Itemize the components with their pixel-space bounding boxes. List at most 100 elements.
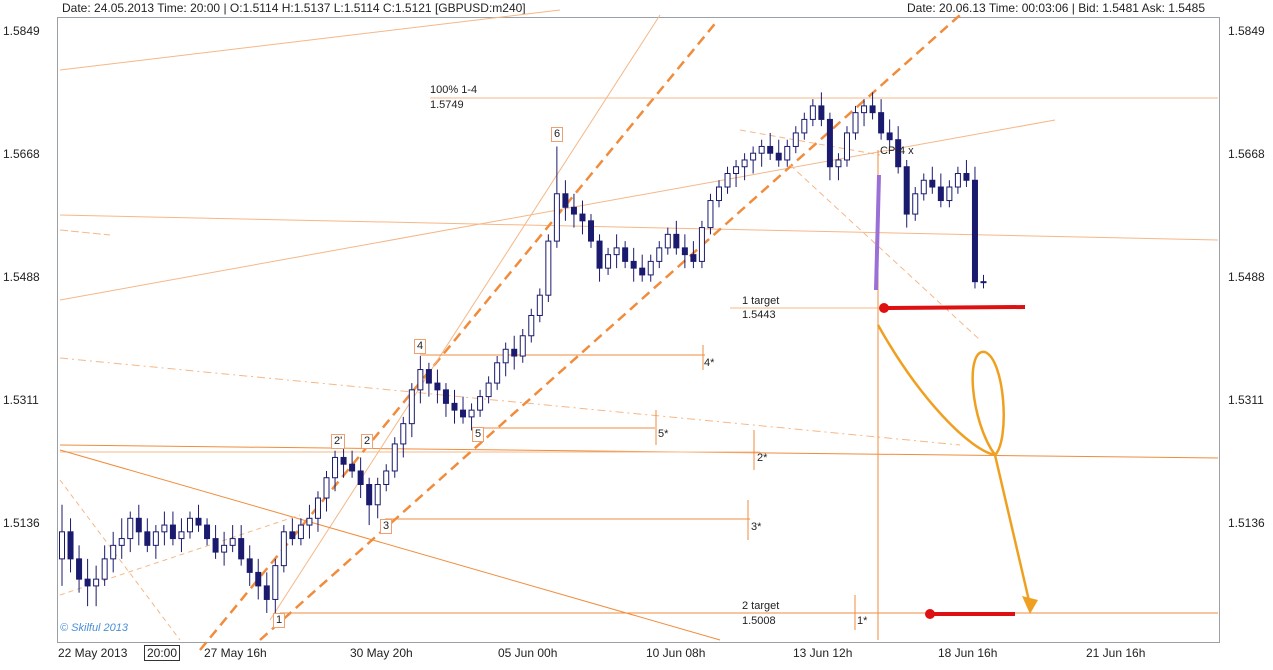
candle <box>357 457 364 499</box>
candle <box>391 437 398 478</box>
projection-2: 2* <box>757 452 768 464</box>
candle <box>536 288 543 323</box>
candle-body-bull <box>656 247 663 262</box>
candle-body-bull <box>314 497 321 519</box>
candle-body-bull <box>553 193 560 242</box>
candle <box>169 511 176 546</box>
ohlc-info: Date: 24.05.2013 Time: 20:00 | O:1.5114 … <box>62 1 526 15</box>
target2-dot <box>925 609 935 619</box>
candle-body-bull <box>664 233 671 249</box>
candle <box>118 518 125 559</box>
candle-body-bull <box>93 578 100 587</box>
x-label: 05 Jun 00h <box>498 646 558 660</box>
candle <box>366 477 373 526</box>
candle-body-bear <box>169 524 176 540</box>
candle-body-bull <box>161 524 168 533</box>
candle <box>724 166 731 194</box>
candle-body-bear <box>681 247 688 256</box>
candle-body-bear <box>903 166 910 215</box>
candle-body-bull <box>741 159 748 168</box>
candle-body-bull <box>272 565 279 600</box>
candle-body-bull <box>715 186 722 202</box>
wave-label-2b: 2 <box>361 434 374 449</box>
candle <box>186 511 193 539</box>
candle <box>212 525 219 559</box>
trend-line <box>259 14 961 641</box>
y-label-right: 1.5311 <box>1228 393 1264 407</box>
candle <box>818 92 825 127</box>
y-label-right: 1.5849 <box>1228 24 1265 38</box>
candle-body-bull <box>946 186 953 202</box>
candle <box>349 450 356 478</box>
candle-body-bull <box>835 159 842 168</box>
plot-area[interactable] <box>57 17 1220 643</box>
candle <box>332 450 339 492</box>
candle-body-bull <box>229 538 236 546</box>
candle <box>946 180 953 208</box>
candle-body-bull <box>758 145 765 154</box>
projection-3: 3* <box>751 521 762 533</box>
projection-5: 5* <box>658 428 669 440</box>
candle-body-bull <box>843 132 850 161</box>
candle-body-bear <box>238 538 245 560</box>
candle <box>835 153 842 181</box>
candle <box>425 362 432 397</box>
candle-body-bull <box>221 544 228 553</box>
candle <box>297 518 304 546</box>
wave-label-3: 3 <box>380 519 393 534</box>
candle-body-bull <box>485 382 492 398</box>
candle-body-bull <box>920 179 927 195</box>
candle <box>280 525 287 573</box>
candle <box>878 99 885 140</box>
candle <box>84 558 91 607</box>
candle <box>852 105 859 140</box>
candle <box>340 443 347 478</box>
candle-body-bull <box>59 531 65 560</box>
candle <box>792 126 799 154</box>
candle-body-bear <box>622 247 629 262</box>
candle-body-bear <box>895 139 902 168</box>
candle-body-bear <box>425 369 432 384</box>
candle <box>920 173 927 201</box>
candle <box>434 369 441 404</box>
candle-body-bull <box>784 145 791 161</box>
candle <box>451 389 458 424</box>
candle-body-bull <box>801 118 808 134</box>
candle <box>263 572 270 613</box>
candle <box>528 308 535 343</box>
candle <box>630 247 637 282</box>
candle <box>152 525 159 559</box>
candle <box>477 389 484 417</box>
candle-body-bear <box>349 463 356 472</box>
candle-body-bear <box>67 531 74 560</box>
trend-line <box>59 449 721 641</box>
candle-body-bull <box>792 132 799 147</box>
candle <box>929 166 936 194</box>
candle <box>383 464 390 492</box>
candle-body-bear <box>289 531 296 540</box>
candle-body-bull <box>698 227 705 262</box>
candle <box>553 146 560 248</box>
candle-body-bear <box>144 531 151 546</box>
candle <box>545 234 552 302</box>
candle <box>178 518 185 553</box>
candle-body-bear <box>673 233 680 249</box>
candle <box>579 200 586 235</box>
candle-body-bear <box>886 132 893 141</box>
candle <box>758 139 765 167</box>
y-label-left: 1.5668 <box>3 147 40 161</box>
candle-body-bull <box>297 524 304 540</box>
quote-info: Date: 20.06.13 Time: 00:03:06 | Bid: 1.5… <box>907 1 1205 15</box>
candle-body-bull <box>118 538 125 546</box>
candle-body-bear <box>639 267 646 276</box>
drawings-layer <box>59 9 1219 651</box>
trend-line <box>789 164 981 341</box>
candle-body-bear <box>579 213 586 222</box>
candle-body-bull <box>536 294 543 316</box>
candle-body-bear <box>135 517 142 533</box>
candle <box>664 227 671 255</box>
candle-body-bull <box>852 112 859 134</box>
cp-label: CP-4 x <box>880 145 914 157</box>
